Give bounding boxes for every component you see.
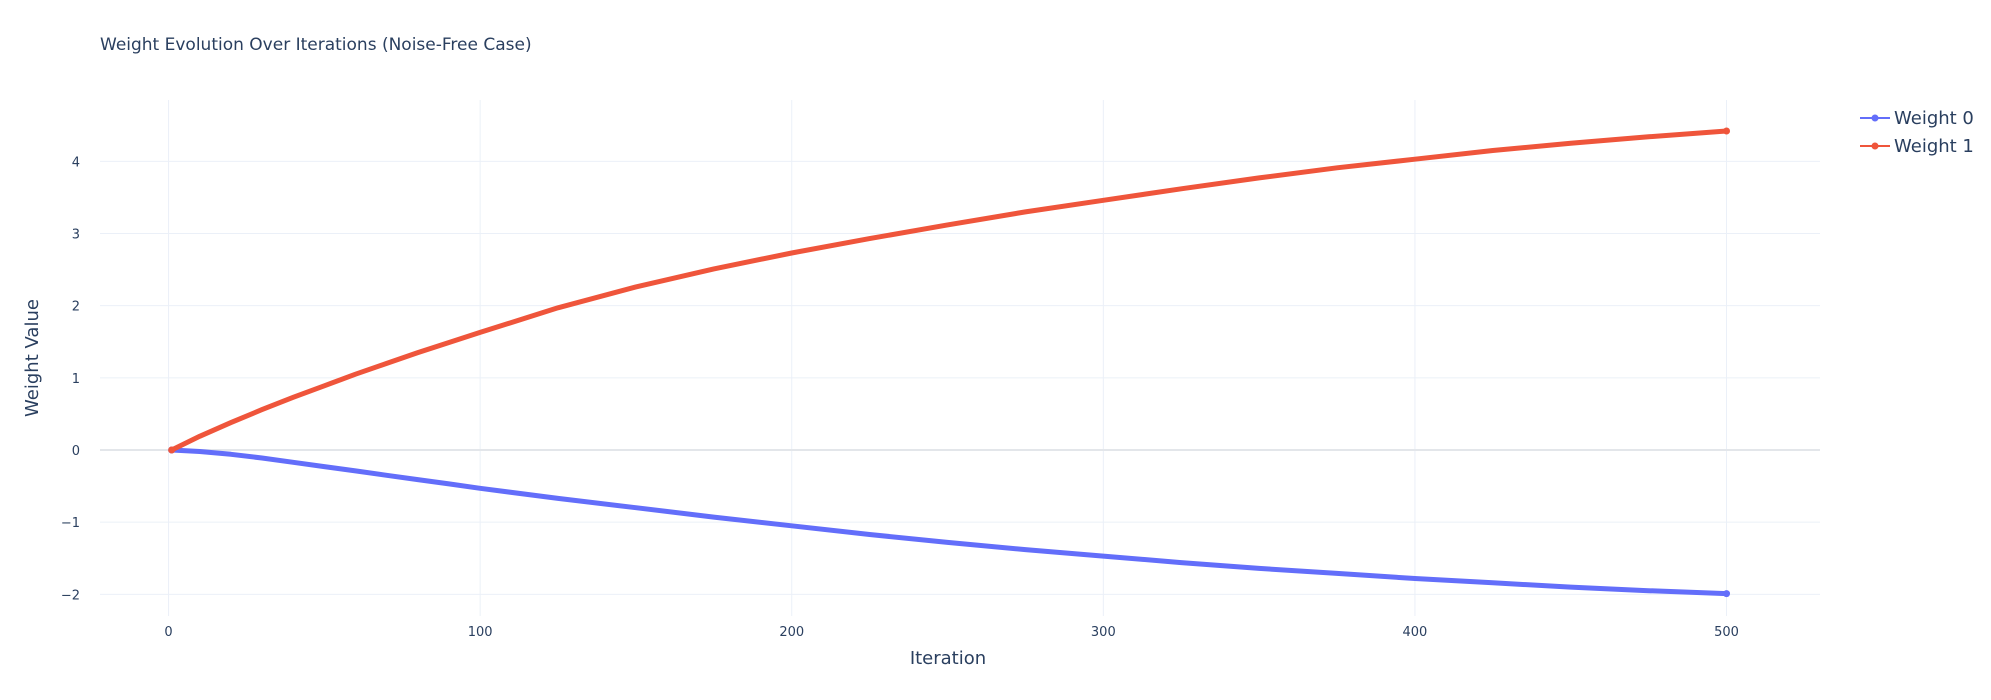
chart-title: Weight Evolution Over Iterations (Noise-… bbox=[100, 35, 532, 55]
y-tick-label: −1 bbox=[61, 516, 80, 531]
x-tick-label: 500 bbox=[1714, 625, 1739, 640]
series-line-0[interactable] bbox=[169, 447, 1729, 597]
y-axis-ticks: −2 −1 0 1 2 3 4 bbox=[61, 155, 80, 603]
y-tick-label: 4 bbox=[72, 155, 80, 170]
y-tick-label: −2 bbox=[61, 588, 80, 603]
legend-item-0[interactable]: Weight 0 bbox=[1860, 108, 1974, 129]
legend[interactable]: Weight 0 Weight 1 bbox=[1860, 108, 1974, 157]
y-tick-label: 3 bbox=[72, 228, 80, 243]
y-tick-label: 0 bbox=[72, 444, 80, 459]
x-tick-label: 300 bbox=[1091, 625, 1116, 640]
legend-swatch-marker bbox=[1871, 114, 1879, 122]
series-point[interactable] bbox=[168, 446, 176, 454]
legend-label: Weight 0 bbox=[1894, 108, 1974, 129]
legend-swatch-marker bbox=[1871, 142, 1879, 150]
grid-lines bbox=[100, 100, 1820, 616]
x-tick-label: 0 bbox=[164, 625, 172, 640]
y-tick-label: 2 bbox=[72, 300, 80, 315]
legend-item-1[interactable]: Weight 1 bbox=[1860, 136, 1974, 157]
x-axis-ticks: 0 100 200 300 400 500 bbox=[164, 625, 1739, 640]
x-tick-label: 400 bbox=[1403, 625, 1428, 640]
legend-label: Weight 1 bbox=[1894, 136, 1974, 157]
series-lines bbox=[168, 127, 1731, 598]
y-axis-title: Weight Value bbox=[22, 299, 43, 417]
x-axis-title: Iteration bbox=[910, 648, 986, 669]
x-tick-label: 100 bbox=[468, 625, 493, 640]
x-tick-label: 200 bbox=[779, 625, 804, 640]
y-tick-label: 1 bbox=[72, 372, 80, 387]
series-point[interactable] bbox=[1723, 590, 1731, 598]
series-point[interactable] bbox=[1723, 127, 1731, 135]
series-line-1[interactable] bbox=[169, 128, 1729, 453]
